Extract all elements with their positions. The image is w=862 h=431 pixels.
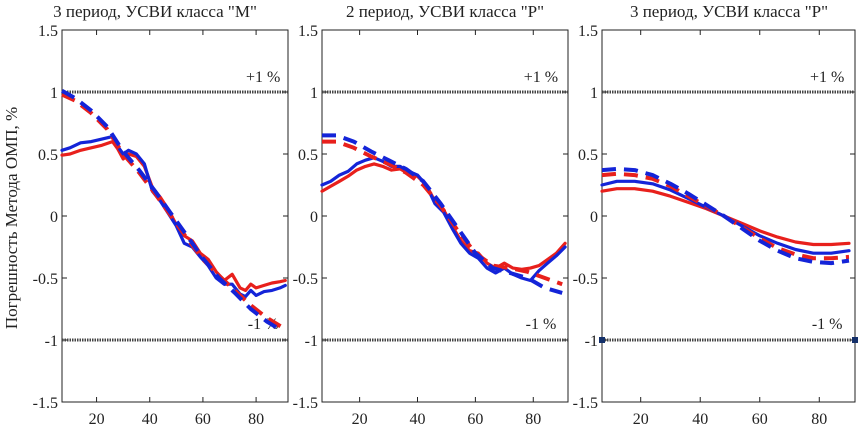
series-line-red-solid — [320, 162, 567, 271]
panel-1: 3 период, УСВИ класса "М" -1.5 -1 -0.5 0… — [33, 2, 289, 428]
y-tick-label: 1.5 — [298, 23, 318, 40]
panel-title: 2 период, УСВИ класса "Р" — [346, 2, 544, 21]
y-tick-label: -1 — [585, 333, 598, 350]
lower-limit-label: -1 % — [812, 316, 843, 333]
x-tick-label: 60 — [467, 411, 483, 428]
y-tick-label: -1 — [45, 333, 58, 350]
x-tick-label: 20 — [89, 411, 105, 428]
limit-endpoint-marker — [599, 337, 605, 343]
x-tick-label: 40 — [142, 411, 158, 428]
panel-2: 2 период, УСВИ класса "Р" -1.5 -1 -0.5 0… — [293, 2, 569, 428]
y-tick-label: -1.5 — [573, 395, 598, 412]
y-tick-label: 1 — [590, 85, 598, 102]
y-tick-label: 0 — [50, 209, 58, 226]
y-tick-label: -0.5 — [293, 271, 318, 288]
y-tick-label: 0.5 — [298, 147, 318, 164]
y-tick-label: -1.5 — [293, 395, 318, 412]
x-tick-label: 60 — [195, 411, 211, 428]
limit-labels: +1 % -1 % — [810, 69, 844, 333]
y-tick-label: -1.5 — [33, 395, 58, 412]
y-tick-labels: -1.5 -1 -0.5 0 0.5 1 1.5 — [33, 23, 58, 412]
x-tick-label: 40 — [410, 411, 426, 428]
x-tick-label: 80 — [525, 411, 541, 428]
series-line-blue-dashed — [61, 89, 284, 334]
y-tick-label: 0.5 — [578, 147, 598, 164]
plot-marks — [320, 29, 569, 403]
plot-marks — [60, 29, 289, 403]
x-tick-labels: 20 40 60 80 — [352, 411, 542, 428]
y-tick-label: -0.5 — [573, 271, 598, 288]
y-tick-label: 1 — [310, 85, 318, 102]
series-line-blue-dashed — [322, 133, 563, 295]
limit-endpoint-marker — [852, 337, 858, 343]
y-tick-labels: -1.5 -1 -0.5 0 0.5 1 1.5 — [573, 23, 598, 412]
limit-labels: +1 % -1 % — [524, 69, 558, 333]
y-tick-labels: -1.5 -1 -0.5 0 0.5 1 1.5 — [293, 23, 318, 412]
y-tick-label: 1.5 — [578, 23, 598, 40]
x-tick-label: 60 — [752, 411, 768, 428]
series-line-blue-dashed — [601, 166, 850, 266]
x-tick-label: 80 — [248, 411, 264, 428]
series-line-red-solid — [60, 140, 287, 292]
y-tick-label: -0.5 — [33, 271, 58, 288]
upper-limit-label: +1 % — [524, 69, 558, 86]
series-line-blue-solid — [320, 156, 567, 283]
x-tick-label: 20 — [633, 411, 649, 428]
upper-limit-label: +1 % — [810, 69, 844, 86]
panel-title: 3 период, УСВИ класса "Р" — [630, 2, 828, 21]
y-tick-label: 0 — [590, 209, 598, 226]
x-tick-labels: 20 40 60 80 — [633, 411, 828, 428]
y-tick-label: 1 — [50, 85, 58, 102]
y-tick-label: 0.5 — [38, 147, 58, 164]
panel-3: 3 период, УСВИ класса "Р" -1.5 -1 -0.5 0… — [573, 2, 858, 428]
panel-title: 3 период, УСВИ класса "М" — [53, 2, 257, 21]
x-tick-labels: 20 40 60 80 — [89, 411, 265, 428]
y-tick-label: -1 — [305, 333, 318, 350]
lower-limit-label: -1 % — [526, 316, 557, 333]
x-tick-label: 80 — [811, 411, 827, 428]
y-axis-title-group: Погрешность Метода ОМП, % — [2, 107, 21, 329]
y-axis-title: Погрешность Метода ОМП, % — [2, 107, 21, 329]
x-tick-label: 20 — [352, 411, 368, 428]
series-line-red-dashed — [601, 171, 850, 261]
plot-marks — [599, 29, 858, 403]
y-tick-label: 0 — [310, 209, 318, 226]
y-tick-label: 1.5 — [38, 23, 58, 40]
x-tick-label: 40 — [692, 411, 708, 428]
upper-limit-label: +1 % — [246, 69, 280, 86]
